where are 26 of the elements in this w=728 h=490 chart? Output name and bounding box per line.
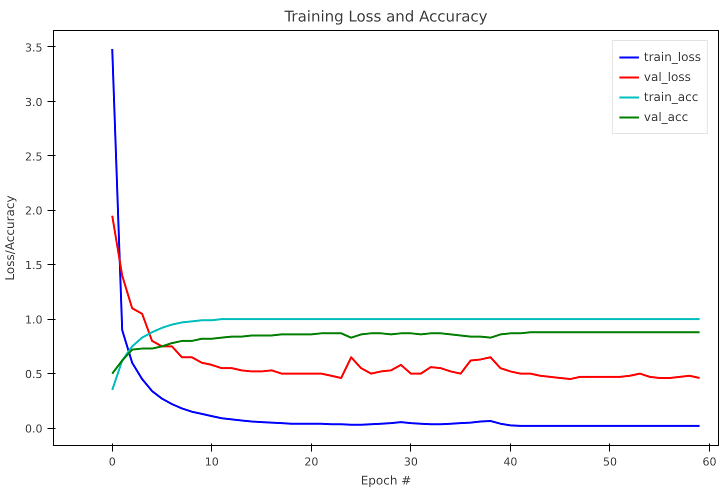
legend-label: train_loss <box>644 50 701 64</box>
x-tick-label: 60 <box>702 456 717 468</box>
x-tick-label: 50 <box>602 456 617 468</box>
x-tick-label: 10 <box>204 456 219 468</box>
y-tick-label: 1.0 <box>25 314 43 327</box>
y-axis-title: Loss/Accuracy <box>3 195 18 281</box>
x-axis-title: Epoch # <box>360 474 412 488</box>
y-tick-label: 0.5 <box>25 368 43 382</box>
x-tick-label: 0 <box>108 456 116 468</box>
line-series <box>111 331 701 375</box>
line-series <box>111 48 701 427</box>
chart-title: Training Loss and Accuracy <box>283 8 488 26</box>
y-tick-label: 3.0 <box>25 96 43 109</box>
y-tick-label: 0.0 <box>25 422 43 436</box>
line-series <box>111 214 701 380</box>
y-tick-label: 3.5 <box>25 41 43 54</box>
legend-label: val_acc <box>644 110 688 124</box>
y-tick-label: 2.5 <box>25 150 43 164</box>
y-tick-label: 1.5 <box>25 259 43 272</box>
legend-label: train_acc <box>644 90 698 104</box>
x-tick-label: 20 <box>304 456 318 468</box>
y-tick-label: 2.0 <box>25 204 43 218</box>
legend-label: val_loss <box>644 70 691 84</box>
x-tick-label: 40 <box>503 456 518 468</box>
line-series <box>111 318 701 391</box>
x-tick-label: 30 <box>404 456 418 468</box>
